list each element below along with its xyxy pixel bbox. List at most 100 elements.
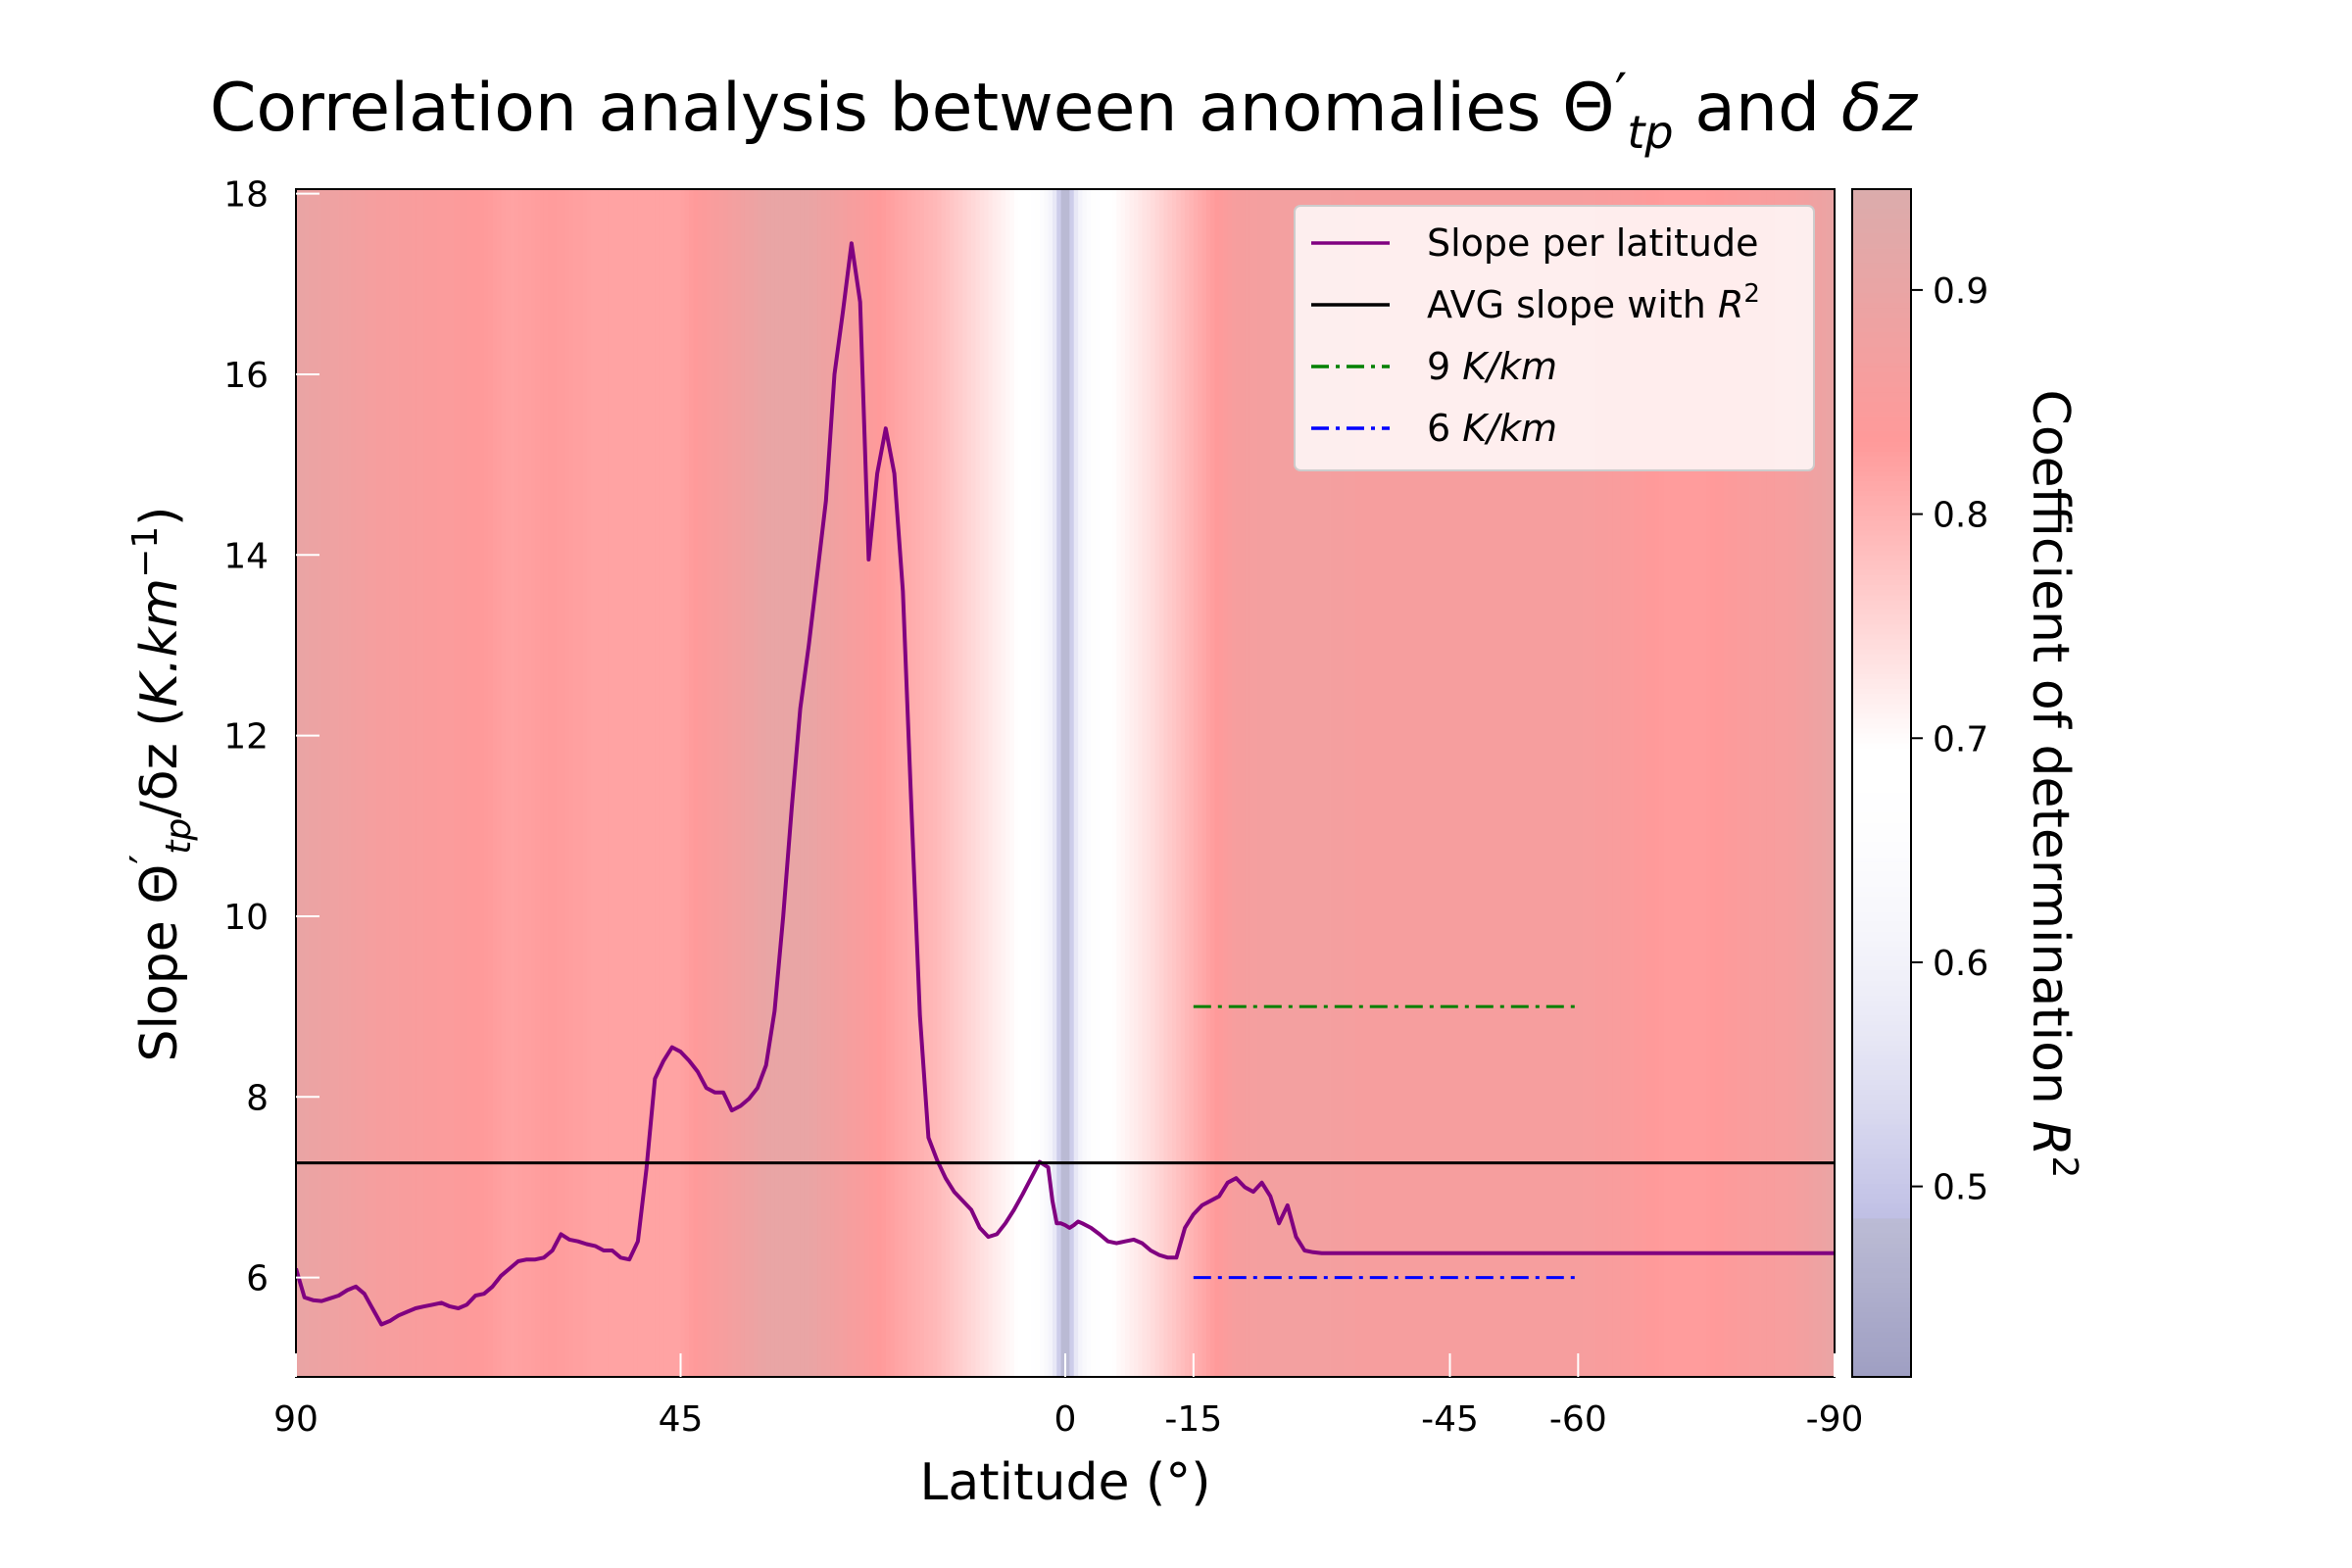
colorbar-band [1852,1001,1911,1006]
r2-stripe [505,189,511,1377]
colorbar-band [1852,1203,1911,1209]
y-tick-label: 8 [246,1078,269,1118]
r2-stripe [1138,189,1144,1377]
r2-stripe [1099,189,1104,1377]
colorbar-band [1852,1238,1911,1245]
colorbar-band [1852,1278,1911,1284]
colorbar-band [1852,926,1911,933]
colorbar-band [1852,1069,1911,1076]
r2-stripe [1343,189,1348,1377]
r2-stripe [1026,189,1032,1377]
r2-stripe [1270,189,1276,1377]
colorbar-band [1852,793,1911,799]
colorbar-band [1852,822,1911,829]
colorbar-band [1852,1312,1911,1318]
colorbar-band [1852,313,1911,318]
colorbar-band [1852,1218,1911,1225]
r2-stripe [398,189,404,1377]
r2-stripe [428,189,434,1377]
r2-stripe [633,189,639,1377]
r2-stripe [1462,189,1468,1377]
colorbar-band [1852,1199,1911,1204]
r2-stripe [441,189,447,1377]
r2-stripe [1599,189,1605,1377]
r2-stripe [1321,189,1327,1377]
r2-stripe [697,189,703,1377]
r2-stripe [1373,189,1378,1377]
colorbar-band [1852,817,1911,823]
r2-stripe [1265,189,1271,1377]
r2-stripe [1078,189,1084,1377]
colorbar-band [1852,392,1911,398]
colorbar-band [1852,219,1911,224]
colorbar-band [1852,1035,1911,1042]
r2-stripe [758,189,762,1377]
r2-stripe [342,189,348,1377]
r2-stripe [1172,189,1177,1377]
r2-stripe [740,189,746,1377]
r2-stripe [1791,189,1797,1377]
r2-stripe [1205,189,1211,1377]
r2-stripe [300,189,306,1377]
colorbar-band [1852,569,1911,576]
r2-stripe [1415,189,1421,1377]
x-axis-label: Latitude (°) [919,1453,1210,1512]
r2-stripe [1073,189,1079,1377]
colorbar-band [1852,303,1911,309]
x-tick-label: 0 [1054,1399,1077,1440]
colorbar-band [1852,277,1911,284]
r2-stripe [1180,189,1186,1377]
r2-stripe [783,189,789,1377]
r2-stripe [1377,189,1383,1377]
colorbar-band [1852,501,1911,507]
colorbar-tick-label: 0.9 [1933,271,1988,312]
colorbar-band [1852,1168,1911,1175]
colorbar-band [1852,1030,1911,1037]
r2-stripe [1770,189,1776,1377]
r2-stripe [702,189,708,1377]
colorbar-band [1852,1100,1911,1105]
r2-stripe [1826,189,1832,1377]
colorbar-band [1852,956,1911,962]
colorbar-band [1852,1347,1911,1353]
r2-stripe [608,189,613,1377]
colorbar-band [1852,709,1911,714]
colorbar-band [1852,897,1911,903]
r2-stripe [903,189,908,1377]
r2-stripe [1133,189,1139,1377]
r2-stripe [317,189,322,1377]
r2-stripe [381,189,387,1377]
x-axis-ticks: 90 45 0 -15 -45 -60 -90 [273,1353,1863,1440]
r2-stripe [749,189,755,1377]
r2-stripe [1368,189,1374,1377]
colorbar-band [1852,1045,1911,1052]
colorbar-band [1852,486,1911,492]
colorbar-band [1852,253,1911,260]
colorbar-band [1852,842,1911,849]
r2-stripe [458,189,464,1377]
r2-stripe [463,189,468,1377]
colorbar-band [1852,461,1911,467]
r2-stripe [604,189,609,1377]
r2-stripe [676,189,682,1377]
r2-stripe [1629,189,1635,1377]
series-layer [296,241,1835,1327]
r2-stripe [1650,189,1656,1377]
r2-stripe [1095,189,1101,1377]
r2-stripe [1689,189,1694,1377]
r2-stripe [1659,189,1665,1377]
colorbar-band [1852,975,1911,982]
colorbar-band [1852,916,1911,922]
r2-stripe [620,189,626,1377]
r2-stripe [1252,189,1258,1377]
r2-stripe [479,189,485,1377]
r2-stripe [924,189,930,1377]
r2-stripe [1484,189,1490,1377]
r2-stripe [1151,189,1156,1377]
colorbar-band [1852,694,1911,700]
r2-stripe [684,189,690,1377]
colorbar-band [1852,223,1911,229]
r2-stripe [718,189,724,1377]
r2-stripe [655,189,661,1377]
r2-stripe [847,189,853,1377]
